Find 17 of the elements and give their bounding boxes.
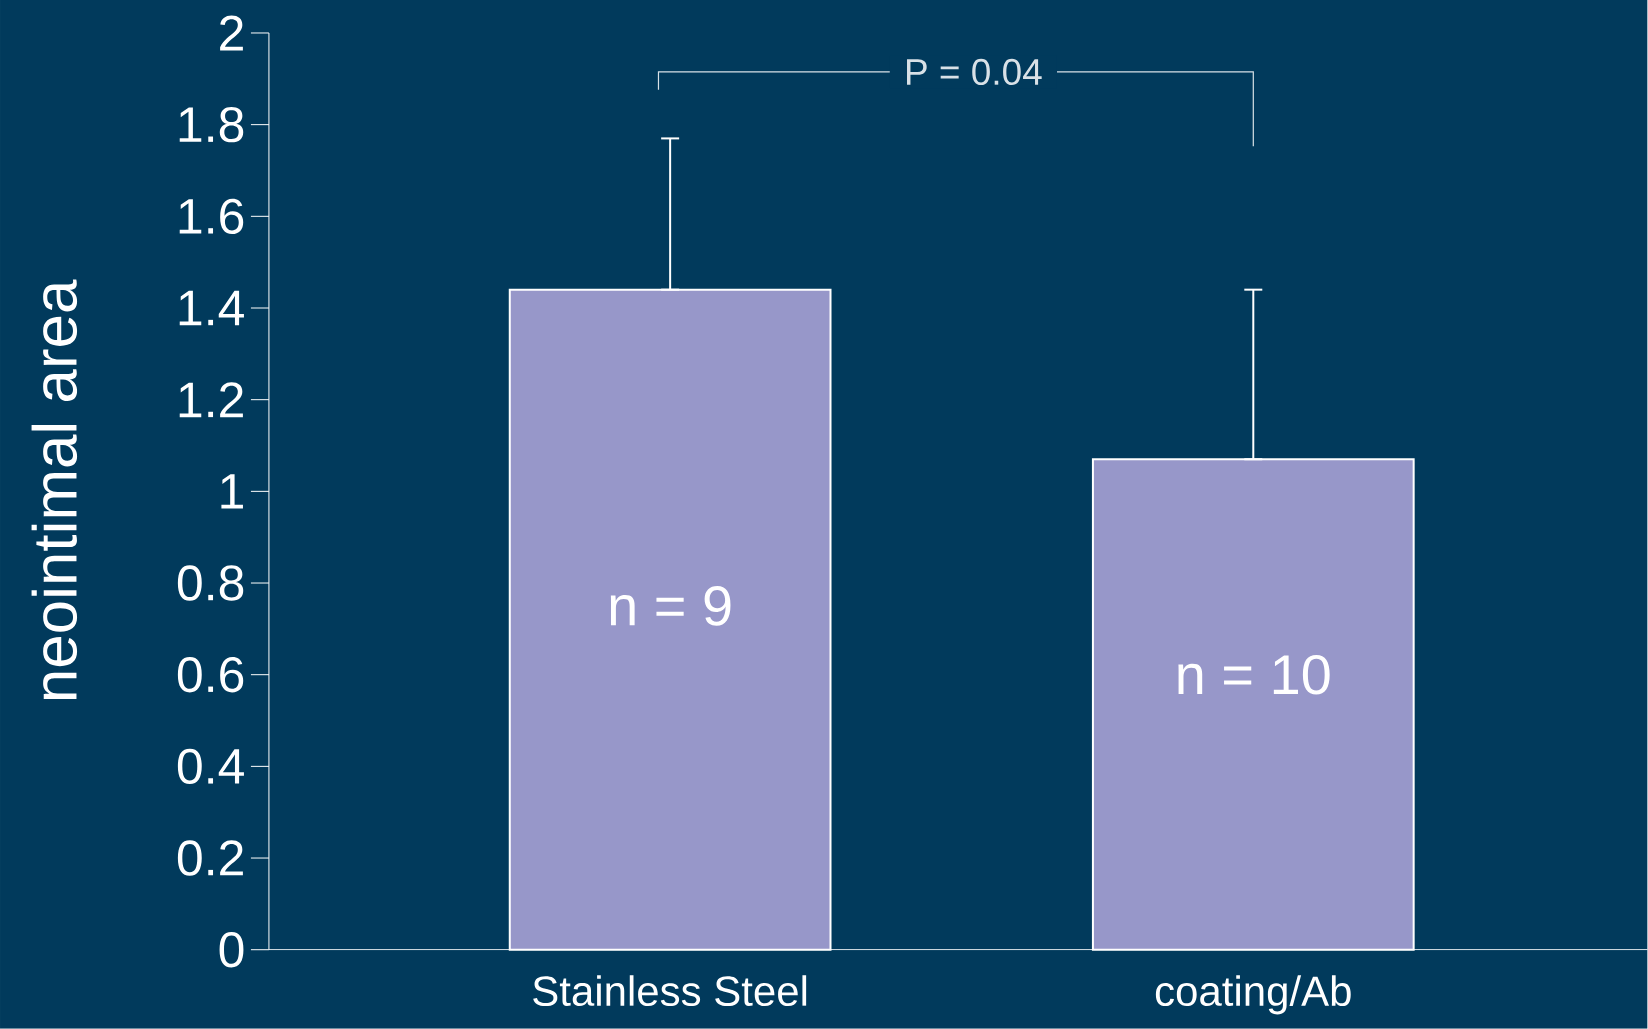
annotation: P = 0.04 — [907, 59, 1042, 86]
x-tick-label: Stainless Steel — [533, 975, 807, 1007]
annotation: n = 9 — [610, 586, 731, 626]
y-tick-label: 0 — [219, 932, 244, 968]
y-axis-title: neointimal area — [31, 279, 78, 700]
x-tick-label: coating/Ab — [1155, 975, 1351, 1015]
y-tick-label: 1.2 — [179, 382, 243, 418]
y-tick-label: 1.6 — [179, 198, 244, 235]
y-tick-label: 0.6 — [177, 657, 244, 693]
y-tick-label: 1.4 — [179, 290, 244, 326]
y-tick-label: 0.8 — [177, 565, 244, 601]
y-tick-label: 2 — [220, 15, 243, 51]
y-tick-label: 1 — [221, 474, 243, 509]
y-tick-label: 1.8 — [179, 107, 244, 143]
annotation: n = 10 — [1178, 655, 1330, 695]
y-tick-label: 0.2 — [177, 840, 243, 876]
y-tick-label: 0.4 — [177, 748, 244, 785]
